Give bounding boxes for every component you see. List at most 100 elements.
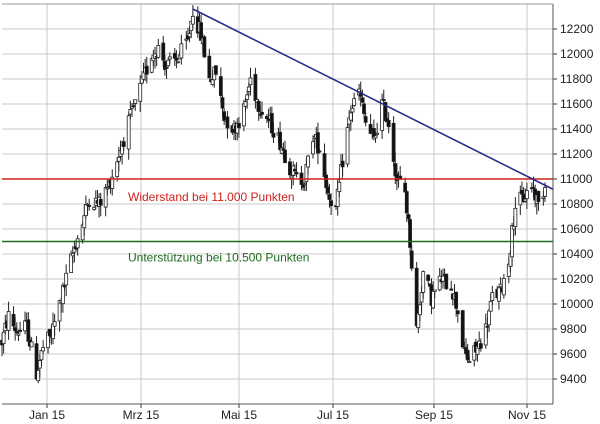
candle-body — [283, 149, 287, 164]
y-tick-label: 9600 — [560, 347, 587, 361]
candle-body — [498, 283, 503, 288]
y-tick-label: 11200 — [560, 147, 593, 161]
candle-body — [345, 127, 350, 165]
candle-body — [138, 82, 143, 102]
x-tick-label: Mai 15 — [221, 408, 257, 422]
candle-body — [426, 274, 431, 281]
candle-body — [543, 187, 547, 197]
y-tick-label: 10200 — [560, 272, 594, 286]
candle-body — [225, 116, 230, 129]
candle-body — [144, 65, 149, 75]
candle-body — [337, 181, 342, 193]
candle-body — [187, 33, 192, 38]
candle-body — [536, 190, 541, 203]
candle-body — [14, 331, 19, 334]
candle-body — [362, 103, 366, 114]
candle-body — [485, 325, 490, 328]
grid-lines — [2, 4, 553, 404]
candle-body — [363, 116, 368, 123]
candle-body — [105, 187, 110, 190]
candle-body — [210, 79, 215, 85]
candle-body — [302, 183, 307, 186]
candle-body — [98, 198, 103, 206]
candle-body — [386, 120, 391, 128]
candle-body — [176, 61, 180, 64]
candle-body — [243, 101, 248, 107]
candle-body — [478, 343, 483, 349]
candle-body — [311, 141, 315, 155]
candle-body — [373, 135, 378, 139]
candle-body — [288, 161, 292, 176]
candle-body — [75, 238, 80, 249]
candle-body — [220, 97, 225, 109]
candle-body — [256, 100, 261, 112]
candle-body — [190, 15, 195, 25]
candle-body — [121, 141, 126, 147]
y-tick-label: 11600 — [560, 97, 593, 111]
candle-body — [352, 98, 357, 106]
candle-body — [39, 350, 44, 361]
candle-body — [64, 272, 69, 286]
y-tick-label: 10800 — [560, 197, 594, 211]
candle-body — [449, 288, 454, 291]
candle-body — [467, 361, 472, 364]
x-tick-label: Jan 15 — [29, 408, 65, 422]
candle-body — [116, 156, 121, 162]
y-tick-label: 12200 — [560, 22, 594, 36]
candle-body — [409, 250, 414, 269]
candle-body — [381, 99, 386, 101]
candle-body — [218, 76, 223, 96]
candle-body — [156, 44, 161, 58]
candle-body — [340, 160, 345, 168]
candle-body — [490, 292, 495, 301]
candle-body — [166, 59, 171, 67]
candle-body — [214, 65, 218, 75]
candle-body — [375, 132, 380, 135]
candle-body — [541, 196, 546, 199]
candle-body — [161, 42, 166, 61]
candle-body — [245, 94, 250, 100]
candle-body — [133, 99, 138, 104]
candle-body — [404, 191, 409, 214]
candle-body — [41, 347, 46, 352]
candle-body — [418, 304, 422, 316]
candle-body — [52, 321, 57, 327]
candle-body — [497, 287, 501, 302]
candle-body — [360, 97, 365, 103]
candle-body — [131, 105, 136, 108]
y-tick-label: 9400 — [560, 372, 587, 386]
candle-body — [437, 275, 442, 291]
candle-body — [525, 190, 529, 199]
candle-body — [37, 360, 42, 369]
y-tick-label: 11800 — [560, 72, 593, 86]
candle-body — [241, 103, 246, 127]
candle-body — [16, 333, 21, 336]
candle-body — [421, 271, 426, 293]
candle-body — [92, 206, 97, 210]
candle-body — [531, 187, 536, 189]
candle-body — [179, 43, 184, 59]
candle-body — [269, 113, 274, 134]
candle-body — [222, 111, 227, 121]
candle-body — [82, 215, 87, 229]
y-tick-label: 11000 — [560, 172, 593, 186]
y-tick-label: 10600 — [560, 222, 594, 236]
trendline — [192, 8, 554, 190]
candle-body — [278, 131, 282, 150]
candle-body — [164, 66, 169, 69]
candle-body — [432, 289, 437, 292]
candle-body — [316, 132, 320, 154]
x-tick-label: Jul 15 — [317, 408, 349, 422]
candle-body — [246, 86, 251, 92]
tick-labels: 9400 9600 9800 10000 10200 10400 10600 10800 110… — [29, 22, 594, 422]
candle-body — [260, 111, 264, 115]
candle-body — [523, 198, 528, 202]
candle-body — [202, 36, 207, 58]
candle-body — [207, 55, 212, 79]
candle-body — [317, 150, 322, 153]
candle-body — [11, 313, 16, 327]
candle-body — [327, 194, 332, 200]
candle-body — [350, 107, 355, 113]
candle-body — [60, 284, 65, 305]
